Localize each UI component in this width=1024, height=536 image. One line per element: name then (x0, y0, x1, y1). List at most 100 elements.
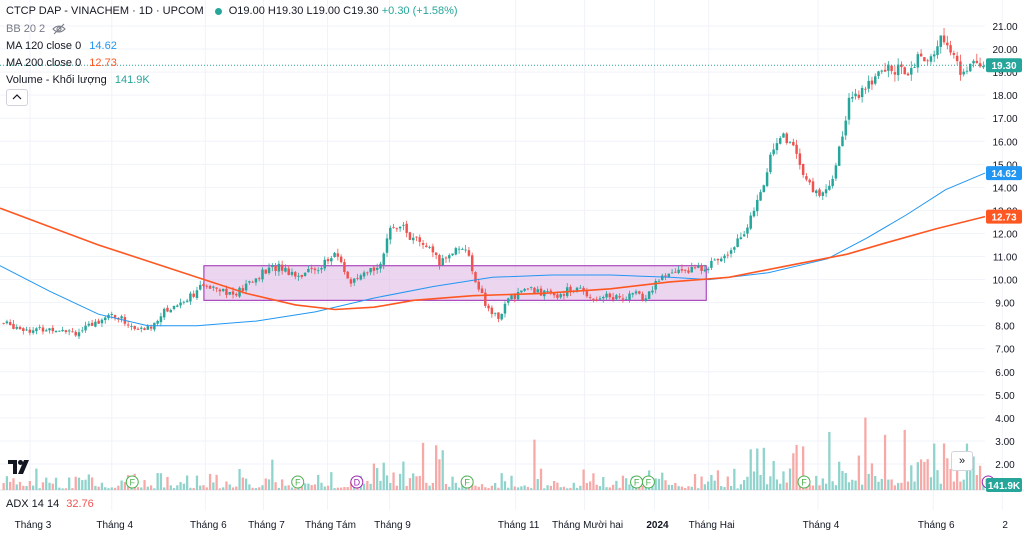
event-markers[interactable]: FFDFFFFD (125, 475, 995, 489)
candle-body (513, 294, 517, 299)
candle-body (162, 308, 166, 318)
volume-bar (503, 481, 507, 490)
candle-body (841, 136, 844, 147)
candle-body (657, 280, 661, 282)
volume-bar (271, 459, 274, 490)
volume-bar (874, 476, 877, 490)
candle-body (366, 272, 369, 274)
candle-body (2, 323, 5, 325)
price-axis[interactable]: 21.00 20.00 19.00 18.00 17.00 16.00 15.00 14.00… (992, 22, 1017, 471)
candle-body (834, 165, 838, 179)
high-value: H19.30 (267, 5, 304, 17)
scroll-to-latest-button[interactable]: » (951, 451, 973, 471)
volume-bar (382, 462, 385, 490)
volume-bar (903, 429, 906, 490)
ma120-legend[interactable]: MA 120 close 0 14.62 (6, 39, 117, 53)
price-tick-label: 10.00 (992, 276, 1017, 287)
ma200-value: 12.73 (89, 57, 117, 69)
candle-body (18, 326, 22, 330)
bb-legend[interactable]: BB 20 2 (6, 22, 66, 36)
volume-bar (438, 459, 441, 490)
candle-body (51, 327, 55, 332)
volume-bar (54, 477, 58, 490)
candle-body (713, 259, 716, 261)
volume-bar (769, 476, 772, 490)
volume-bar (664, 480, 667, 490)
volume-bar (913, 481, 916, 490)
eye-off-icon[interactable] (52, 23, 66, 35)
candle-body (700, 265, 703, 271)
volume-bar (444, 484, 448, 490)
candle-body (949, 45, 952, 53)
volume-bar (720, 486, 723, 490)
volume-bar (12, 478, 15, 490)
candle-body (526, 288, 530, 290)
candle-body (805, 176, 808, 180)
volume-bar (533, 439, 536, 490)
candle-body (719, 258, 723, 262)
volume-bar (169, 485, 172, 490)
candle-body (962, 71, 965, 75)
candle-body (647, 291, 651, 299)
volume-bar (192, 488, 195, 490)
volume-bar (330, 472, 333, 490)
volume-bar (454, 482, 457, 490)
volume-bar (929, 477, 933, 490)
candle-body (280, 264, 284, 271)
time-tick-label: Tháng Hai (689, 520, 735, 531)
volume-bar (136, 487, 140, 490)
candle-body (562, 294, 566, 296)
volume-bar (163, 487, 166, 490)
candle-body (254, 278, 258, 283)
candle-body (900, 64, 903, 68)
candle-body (81, 330, 84, 332)
volume-bar (897, 483, 900, 490)
volume-bar (867, 473, 870, 490)
volume-bar (402, 461, 405, 490)
volume-bar (480, 484, 484, 490)
volume-value: 141.9K (114, 74, 150, 86)
candle-body (533, 287, 536, 294)
grid-lines (0, 0, 1024, 510)
tradingview-logo-icon[interactable] (8, 460, 32, 479)
volume-bar (710, 474, 713, 490)
candle-body (382, 253, 385, 265)
candle-body (244, 283, 248, 291)
ma200-legend[interactable]: MA 200 close 0 12.73 (6, 56, 117, 70)
candle-body (795, 144, 798, 154)
time-axis[interactable]: Tháng 3 Tháng 4 Tháng 6 Tháng 7 Tháng Tám Thá… (15, 520, 1009, 531)
candle-body (739, 237, 743, 239)
price-tick-label: 15.00 (992, 160, 1017, 171)
candle-body (965, 70, 969, 72)
candle-body (759, 192, 762, 201)
time-tick-label: 2 (1002, 520, 1008, 531)
candle-body (369, 268, 372, 273)
volume-bar (841, 471, 844, 490)
volume-bar (5, 476, 9, 490)
volume-badge (986, 478, 1022, 492)
time-tick-label: 2024 (646, 520, 669, 531)
volume-bar (828, 431, 831, 490)
candle-body (893, 72, 897, 75)
collapse-legend-button[interactable] (6, 89, 28, 106)
volume-bar (520, 486, 523, 490)
volume-bar (513, 486, 516, 490)
time-tick-label: Tháng 6 (190, 520, 227, 531)
symbol-title[interactable]: CTCP DAP - VINACHEM · 1D · UPCOM (6, 5, 204, 17)
price-tick-label: 19.00 (992, 68, 1017, 79)
candle-body (202, 284, 205, 287)
candle-body (746, 227, 749, 234)
volume-label: Volume - Khối lượng (6, 74, 107, 86)
volume-bar (100, 482, 104, 490)
candle-body (402, 224, 405, 226)
volume-bar (418, 475, 421, 490)
volume-bar (385, 475, 389, 490)
volume-legend[interactable]: Volume - Khối lượng 141.9K (6, 73, 150, 87)
candle-body (264, 269, 268, 274)
candle-body (48, 328, 51, 331)
volume-bar (906, 481, 910, 490)
adx-legend[interactable]: ADX 14 14 32.76 (6, 498, 94, 510)
candle-body (58, 330, 61, 332)
price-badges: 19.30 14.62 12.73 141.9K (986, 58, 1022, 492)
